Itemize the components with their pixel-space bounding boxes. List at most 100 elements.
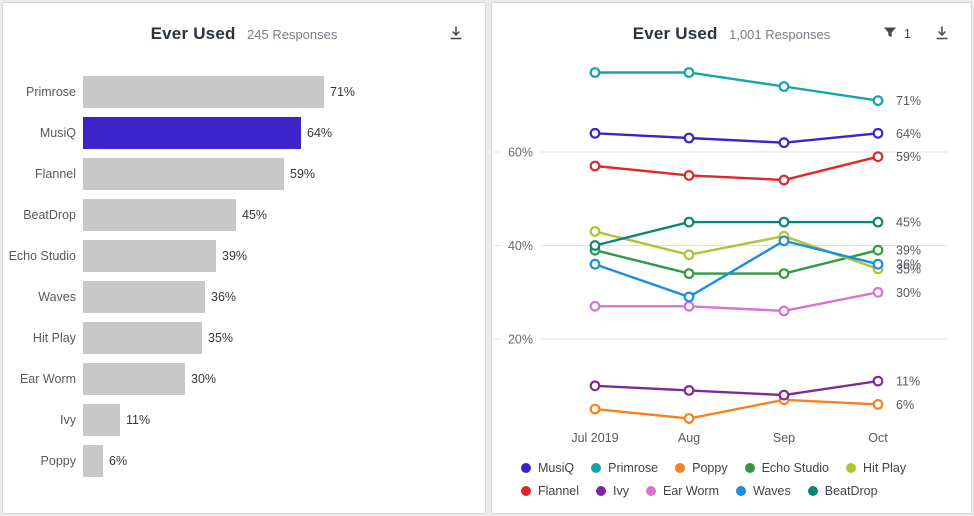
y-axis-label: 20% xyxy=(508,333,533,347)
data-point[interactable] xyxy=(778,305,790,317)
x-axis-label: Oct xyxy=(868,431,888,445)
bar-value-label: 71% xyxy=(330,84,356,99)
legend-dot xyxy=(521,462,531,473)
data-point[interactable] xyxy=(683,413,695,424)
data-point[interactable] xyxy=(683,300,695,312)
bar-primrose[interactable] xyxy=(83,75,324,108)
legend-dot xyxy=(645,485,656,496)
legend-item-waves[interactable]: Waves xyxy=(736,484,791,498)
download-icon[interactable] xyxy=(447,24,465,42)
y-axis-label: 60% xyxy=(508,146,533,160)
bar-hit-play[interactable] xyxy=(83,321,202,354)
data-point[interactable] xyxy=(589,160,601,172)
data-point[interactable] xyxy=(683,268,695,280)
data-point[interactable] xyxy=(683,67,695,78)
legend-item-poppy[interactable]: Poppy xyxy=(675,460,728,475)
bar-ivy[interactable] xyxy=(83,403,120,436)
legend-row: Flannel Ivy Ear Worm Waves BeatDrop xyxy=(521,479,906,502)
bar-poppy[interactable] xyxy=(83,444,103,477)
bar-beatdrop[interactable] xyxy=(83,198,236,231)
data-point[interactable] xyxy=(872,258,884,270)
download-icon xyxy=(450,26,462,40)
series-line-echo-studio[interactable] xyxy=(594,249,879,275)
bar-ear-worm[interactable] xyxy=(83,362,185,395)
legend-item-echo-studio[interactable]: Echo Studio xyxy=(744,460,830,475)
legend-label: Poppy xyxy=(692,460,728,475)
data-point[interactable] xyxy=(872,95,884,106)
legend-item-musiq[interactable]: MusiQ xyxy=(521,461,574,475)
data-point[interactable] xyxy=(683,169,695,181)
series-line-musiq[interactable] xyxy=(594,132,879,144)
series-line-beatdrop[interactable] xyxy=(594,220,878,247)
data-point[interactable] xyxy=(683,385,695,396)
data-point[interactable] xyxy=(683,291,695,303)
bar-category-label: Primrose xyxy=(25,84,76,99)
bar-chart-card: Ever Used 245 Responses Primrose 71% MusiQ… xyxy=(2,2,486,514)
data-point[interactable] xyxy=(683,132,695,144)
legend-label: Flannel xyxy=(538,483,579,498)
data-point[interactable] xyxy=(872,244,884,256)
data-point[interactable] xyxy=(589,380,601,392)
series-line-hit-play[interactable] xyxy=(594,230,879,271)
data-point[interactable] xyxy=(778,174,790,186)
data-point[interactable] xyxy=(683,249,695,261)
legend-dot xyxy=(596,485,606,496)
data-point[interactable] xyxy=(778,389,790,401)
data-point[interactable] xyxy=(778,137,790,149)
data-point[interactable] xyxy=(872,216,884,228)
series-line-flannel[interactable] xyxy=(594,155,879,182)
data-point[interactable] xyxy=(683,216,695,228)
bar-category-label: Hit Play xyxy=(32,330,76,345)
legend-label: Echo Studio xyxy=(761,460,830,475)
bar-value-label: 45% xyxy=(242,207,268,222)
x-axis-label: Sep xyxy=(773,431,795,445)
line-chart-card: Ever Used 1,001 Responses 1 60% 40% 20% Jul… xyxy=(491,2,972,514)
x-axis-label: Jul 2019 xyxy=(571,431,618,445)
bar-flannel[interactable] xyxy=(83,157,284,190)
data-point[interactable] xyxy=(589,226,601,237)
data-point[interactable] xyxy=(872,286,884,298)
legend-row: MusiQ Primrose Poppy Echo Studio Hit Play xyxy=(521,456,906,479)
legend-dot xyxy=(591,462,602,473)
data-point[interactable] xyxy=(778,268,790,280)
legend-item-ear-worm[interactable]: Ear Worm xyxy=(645,484,719,498)
data-point[interactable] xyxy=(778,216,790,228)
data-point[interactable] xyxy=(872,127,884,139)
series-line-ivy[interactable] xyxy=(594,379,879,397)
legend-dot xyxy=(521,485,531,496)
data-point[interactable] xyxy=(778,81,790,92)
data-point[interactable] xyxy=(589,403,601,415)
bar-value-label: 39% xyxy=(222,248,248,263)
data-point[interactable] xyxy=(589,127,601,139)
series-line-ear-worm[interactable] xyxy=(595,291,879,313)
bar-value-label: 35% xyxy=(208,330,234,345)
bar-waves[interactable] xyxy=(83,280,205,313)
bar-row: BeatDrop 45% xyxy=(3,194,485,235)
bar-echo-studio[interactable] xyxy=(83,239,216,272)
bar-row: Echo Studio 39% xyxy=(3,235,485,276)
legend-item-hit-play[interactable]: Hit Play xyxy=(846,461,906,475)
legend-item-flannel[interactable]: Flannel xyxy=(521,484,579,498)
filter-button[interactable]: 1 xyxy=(883,26,911,41)
series-line-poppy[interactable] xyxy=(594,398,879,420)
data-point[interactable] xyxy=(778,235,790,247)
data-point[interactable] xyxy=(589,67,601,78)
data-point[interactable] xyxy=(872,399,884,410)
data-point[interactable] xyxy=(872,375,884,387)
data-point[interactable] xyxy=(872,151,884,163)
series-end-label: 35% xyxy=(896,262,921,276)
download-icon[interactable] xyxy=(933,24,951,42)
line-chart[interactable]: 60% 40% 20% Jul 2019 Aug Sep Oct 64% 71% 6% 39% 35%… xyxy=(492,56,971,454)
series-line-waves[interactable] xyxy=(594,239,879,299)
series-line-primrose[interactable] xyxy=(595,71,879,102)
legend-item-primrose[interactable]: Primrose xyxy=(591,461,658,475)
series-end-label: 39% xyxy=(896,244,921,258)
data-point[interactable] xyxy=(589,300,601,312)
legend-item-ivy[interactable]: Ivy xyxy=(596,484,629,498)
bar-category-label: Ear Worm xyxy=(19,371,76,386)
data-point[interactable] xyxy=(589,240,601,251)
legend-item-beatdrop[interactable]: BeatDrop xyxy=(807,484,878,498)
data-point[interactable] xyxy=(589,258,601,270)
series-end-label: 59% xyxy=(896,150,921,164)
bar-musiq[interactable] xyxy=(83,116,301,149)
